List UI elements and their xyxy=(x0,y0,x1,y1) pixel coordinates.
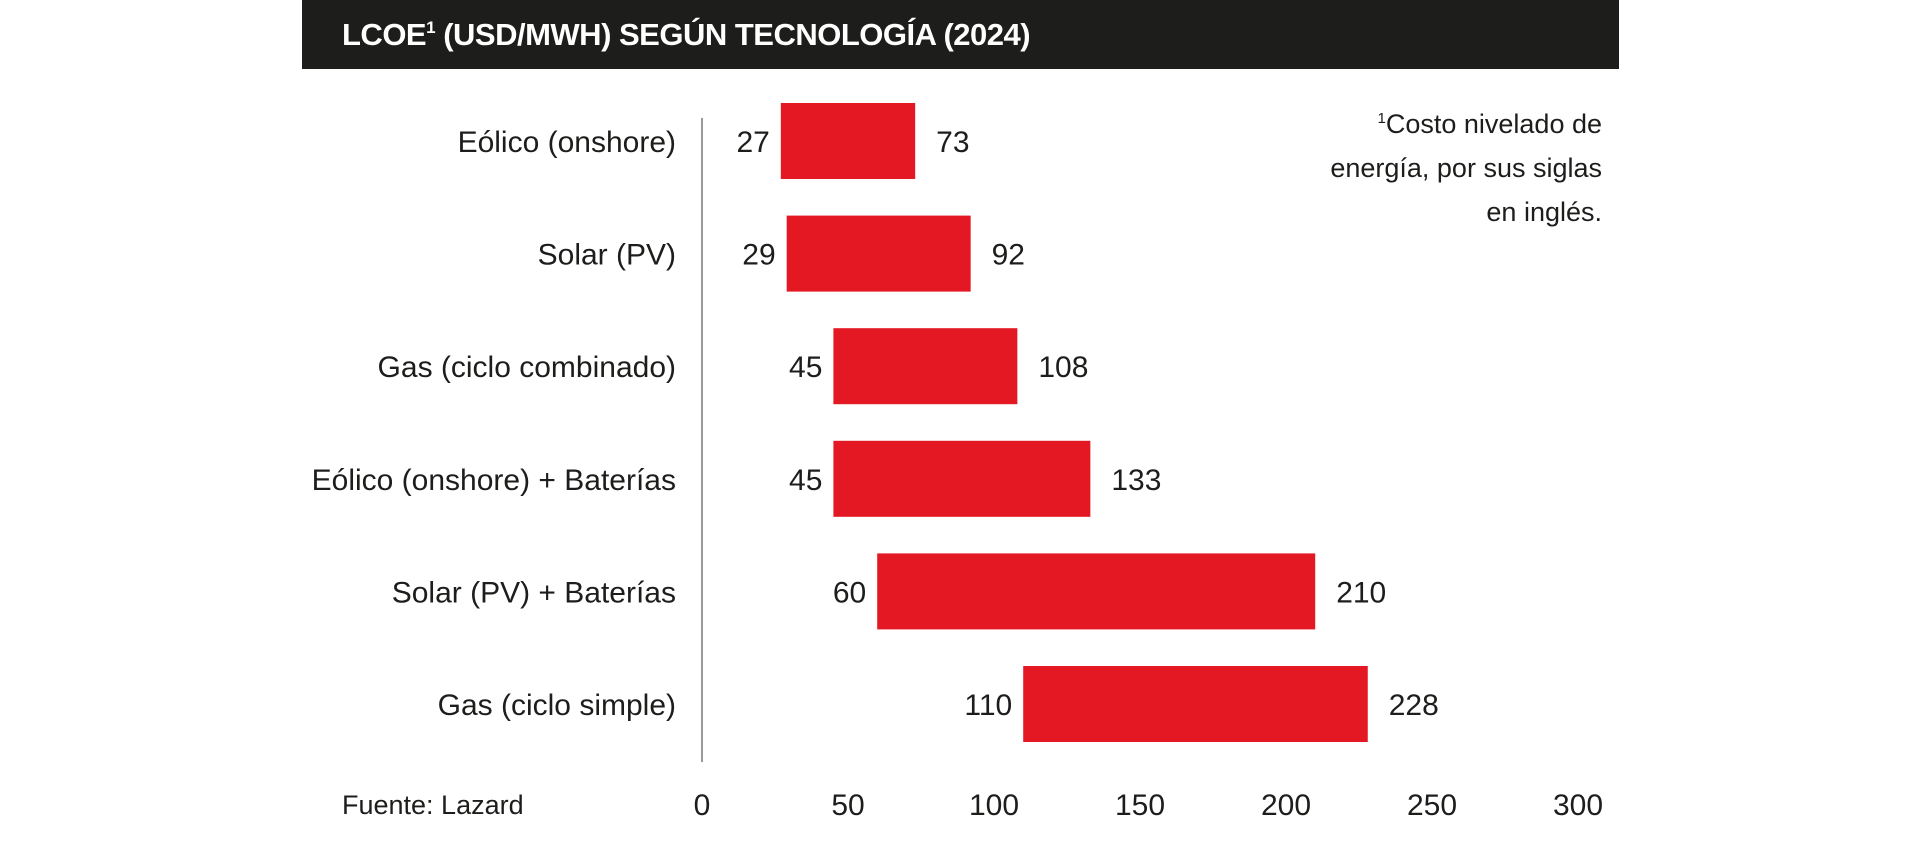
x-axis: 0 50 100 150 200 250 300 xyxy=(694,118,1603,822)
high-value-label-row-5: 210 xyxy=(1336,576,1386,609)
high-value-label-row-1: 73 xyxy=(936,126,969,159)
low-value-label-row-4: 45 xyxy=(789,464,822,497)
bar-row-6 xyxy=(1023,666,1368,742)
category-label-row-1: Eólico (onshore) xyxy=(458,126,676,159)
high-value-label-row-3: 108 xyxy=(1038,351,1088,384)
low-value-label-row-3: 45 xyxy=(789,351,822,384)
x-tick-label-50: 50 xyxy=(831,789,864,822)
x-tick-label-150: 150 xyxy=(1115,789,1165,822)
category-label-group: Eólico (onshore) Solar (PV) Gas (ciclo com… xyxy=(312,126,676,722)
value-label-group: 27 73 29 92 45 108 45 133 60 210 110 228 xyxy=(736,126,1438,722)
title-bar xyxy=(302,0,1619,69)
source-note: Fuente: Lazard xyxy=(342,790,524,820)
category-label-row-6: Gas (ciclo simple) xyxy=(438,689,676,722)
low-value-label-row-5: 60 xyxy=(833,576,866,609)
bar-row-3 xyxy=(833,328,1018,405)
high-value-label-row-6: 228 xyxy=(1389,689,1439,722)
category-label-row-4: Eólico (onshore) + Baterías xyxy=(312,464,676,497)
high-value-label-row-4: 133 xyxy=(1111,464,1161,497)
category-label-row-5: Solar (PV) + Baterías xyxy=(392,576,676,609)
high-value-label-row-2: 92 xyxy=(992,239,1025,272)
x-tick-label-100: 100 xyxy=(969,789,1019,822)
x-tick-label-250: 250 xyxy=(1407,789,1457,822)
bar-row-2 xyxy=(786,215,971,292)
low-value-label-row-1: 27 xyxy=(736,126,769,159)
category-label-row-2: Solar (PV) xyxy=(538,239,676,272)
bar-row-4 xyxy=(833,440,1091,517)
title-prefix: LCOE xyxy=(342,17,427,52)
low-value-label-row-2: 29 xyxy=(742,239,775,272)
x-tick-label-300: 300 xyxy=(1553,789,1603,822)
title-rest: (USD/MWH) SEGÚN TECNOLOGÍA (2024) xyxy=(435,17,1031,52)
chart-title: LCOE1 (USD/MWH) SEGÚN TECNOLOGÍA (2024) xyxy=(342,13,1031,57)
x-tick-label-0: 0 xyxy=(694,789,711,822)
footnote: 1Costo nivelado de energía, por sus sigl… xyxy=(1302,102,1602,234)
title-superscript: 1 xyxy=(426,18,436,37)
bar-row-1 xyxy=(780,103,916,179)
low-value-label-row-6: 110 xyxy=(964,689,1012,722)
x-tick-label-200: 200 xyxy=(1261,789,1311,822)
category-label-row-3: Gas (ciclo combinado) xyxy=(378,351,676,384)
footnote-marker: 1 xyxy=(1377,110,1386,127)
footnote-text: Costo nivelado de energía, por sus sigla… xyxy=(1330,109,1602,227)
bar-group xyxy=(780,103,1368,742)
bar-row-5 xyxy=(877,553,1316,630)
